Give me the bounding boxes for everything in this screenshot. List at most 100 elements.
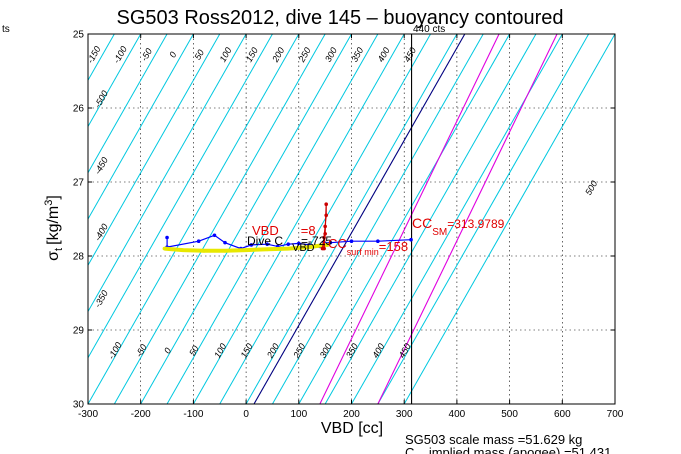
cc-sm-value: =313.9789 <box>447 217 504 231</box>
x-tick-label: -100 <box>183 409 203 420</box>
corner-text: ts <box>2 24 10 35</box>
series-point <box>223 240 227 245</box>
contour-label-bottom: 250 <box>291 342 308 361</box>
series-point <box>249 243 254 247</box>
series-point <box>409 237 413 242</box>
contour-label-bottom: 50 <box>187 344 201 358</box>
plot-area: -150 -100 -50 0 50 100 150 200 250 300 350 400 450-1… <box>0 30 624 421</box>
series-point <box>349 239 354 243</box>
x-tick-label: 0 <box>243 409 249 420</box>
contour-labels: -150 -100 -50 0 50 100 150 200 250 300 350 400 450-1… <box>85 44 599 361</box>
series-point <box>307 245 312 249</box>
series-point <box>322 235 326 240</box>
contour-line <box>88 34 89 36</box>
y-tick-label: 29 <box>73 326 85 337</box>
y-tick-label: 27 <box>73 178 85 189</box>
vbd-annotation-value: =8 <box>301 223 316 238</box>
y-axis-label-units: [kg/m <box>45 206 62 245</box>
series-point <box>286 246 291 251</box>
vbd-annotation-label: VBD <box>252 223 279 238</box>
y-axis-label-units-end: ] <box>45 195 62 199</box>
contour-line <box>324 34 537 404</box>
dive-c-annotation: Dive C =-725 <box>247 234 332 248</box>
contour-line <box>298 34 511 404</box>
series-point <box>286 242 291 246</box>
x-tick-label: 200 <box>343 409 360 420</box>
buoyancy-contours <box>0 34 615 404</box>
contour-label-bottom: -100 <box>106 340 124 361</box>
cc-surf-label: CC <box>328 236 347 251</box>
series-point <box>212 233 217 238</box>
contour-label-bottom: 200 <box>264 342 281 361</box>
x-tick-label: 600 <box>554 409 571 420</box>
dive-c-value: =-725 <box>301 234 332 248</box>
cc-surf-value: =158 <box>379 239 408 254</box>
contour-label-left: -350 <box>92 289 110 310</box>
y-axis-ticks: 25 26 27 28 29 30 <box>73 30 615 411</box>
cc-sm-label: CC <box>412 215 432 231</box>
top-cts-text: 440 cts <box>413 24 445 35</box>
series-point <box>162 246 167 251</box>
series-point <box>265 247 269 252</box>
contour-label-bottom: 300 <box>318 342 334 360</box>
contour-line <box>88 34 194 221</box>
x-axis-label: VBD [cc] <box>321 420 383 437</box>
contour-label-left: -450 <box>92 155 110 176</box>
contour-label-top: 200 <box>270 46 287 65</box>
y-tick-label: 28 <box>73 252 85 263</box>
contour-label-top: 0 <box>167 50 178 59</box>
y-axis-label: σt [kg/m3] <box>43 195 65 261</box>
reference-line <box>319 34 500 404</box>
dive-c-label: Dive C <box>247 234 283 248</box>
x-tick-label: 500 <box>501 409 518 420</box>
contour-label-left: -400 <box>92 222 110 243</box>
contour-label-bottom: 400 <box>370 342 386 360</box>
series-point <box>244 248 248 252</box>
contour-label-bottom: 350 <box>344 342 360 360</box>
series-point <box>325 243 330 247</box>
contour-line <box>88 34 247 313</box>
series-point <box>181 248 185 252</box>
series-point <box>165 235 169 240</box>
series-point <box>376 239 380 243</box>
contour-line <box>0 34 35 404</box>
contour-label-top: -100 <box>111 44 129 65</box>
series-line <box>166 234 412 250</box>
contour-line <box>245 34 458 404</box>
x-tick-label: 700 <box>607 409 624 420</box>
series-point <box>223 249 227 253</box>
footer-line-2: C... implied mass (apogee) =51.431 <box>405 445 611 454</box>
contour-line <box>272 34 484 404</box>
series-line <box>164 242 328 253</box>
contour-label-bottom: 100 <box>212 342 228 360</box>
series-point <box>323 232 327 236</box>
contour-line <box>140 34 352 404</box>
contour-line <box>113 34 326 404</box>
contour-label-bottom: 150 <box>239 342 255 360</box>
x-tick-label: -300 <box>78 409 98 420</box>
series-point <box>323 224 327 229</box>
contour-line <box>403 34 615 404</box>
x-tick-label: 100 <box>290 409 307 420</box>
contour-line <box>377 34 590 404</box>
series-point <box>202 249 206 253</box>
cc-surf-annotation: CCsurf min=158 <box>328 236 408 257</box>
series-point <box>265 242 269 246</box>
contour-label-bottom: -50 <box>134 343 149 359</box>
contour-line <box>88 34 300 404</box>
contour-label-bottom: 0 <box>162 346 173 355</box>
reference-lines <box>253 34 558 404</box>
series-point <box>328 240 333 245</box>
vbd-black-annotation: VBD <box>292 242 315 254</box>
series-point <box>322 246 326 251</box>
reference-line <box>253 34 466 404</box>
x-tick-label: 300 <box>396 409 413 420</box>
contour-line <box>88 34 221 267</box>
cc-sm-annotation: CCSM=313.9789 <box>412 215 505 238</box>
x-axis-ticks: -300 -200 -100 0 100 200 300 400 500 600 700 <box>78 34 624 420</box>
y-axis-label-sigma: σ <box>45 251 62 261</box>
y-axis-label-sup: 3 <box>43 200 55 206</box>
footer-line-1: SG503 scale mass =51.629 kg <box>405 432 582 447</box>
vbd-annotation: VBD =8 <box>252 223 316 238</box>
